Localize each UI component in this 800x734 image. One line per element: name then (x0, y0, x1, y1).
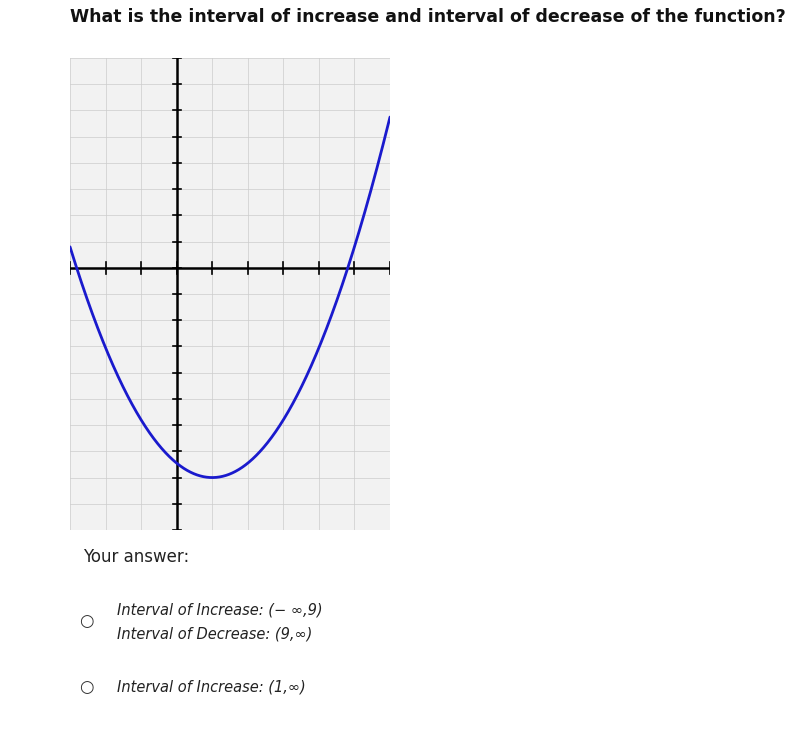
Text: Your answer:: Your answer: (83, 548, 190, 566)
Text: ○: ○ (79, 612, 94, 630)
Text: Interval of Decrease: (9,∞): Interval of Decrease: (9,∞) (118, 626, 313, 641)
Text: Interval of Increase: (1,∞): Interval of Increase: (1,∞) (118, 680, 306, 694)
Text: Interval of Increase: (− ∞,9): Interval of Increase: (− ∞,9) (118, 603, 323, 617)
Text: What is the interval of increase and interval of decrease of the function?: What is the interval of increase and int… (70, 8, 786, 26)
Text: ○: ○ (79, 678, 94, 696)
